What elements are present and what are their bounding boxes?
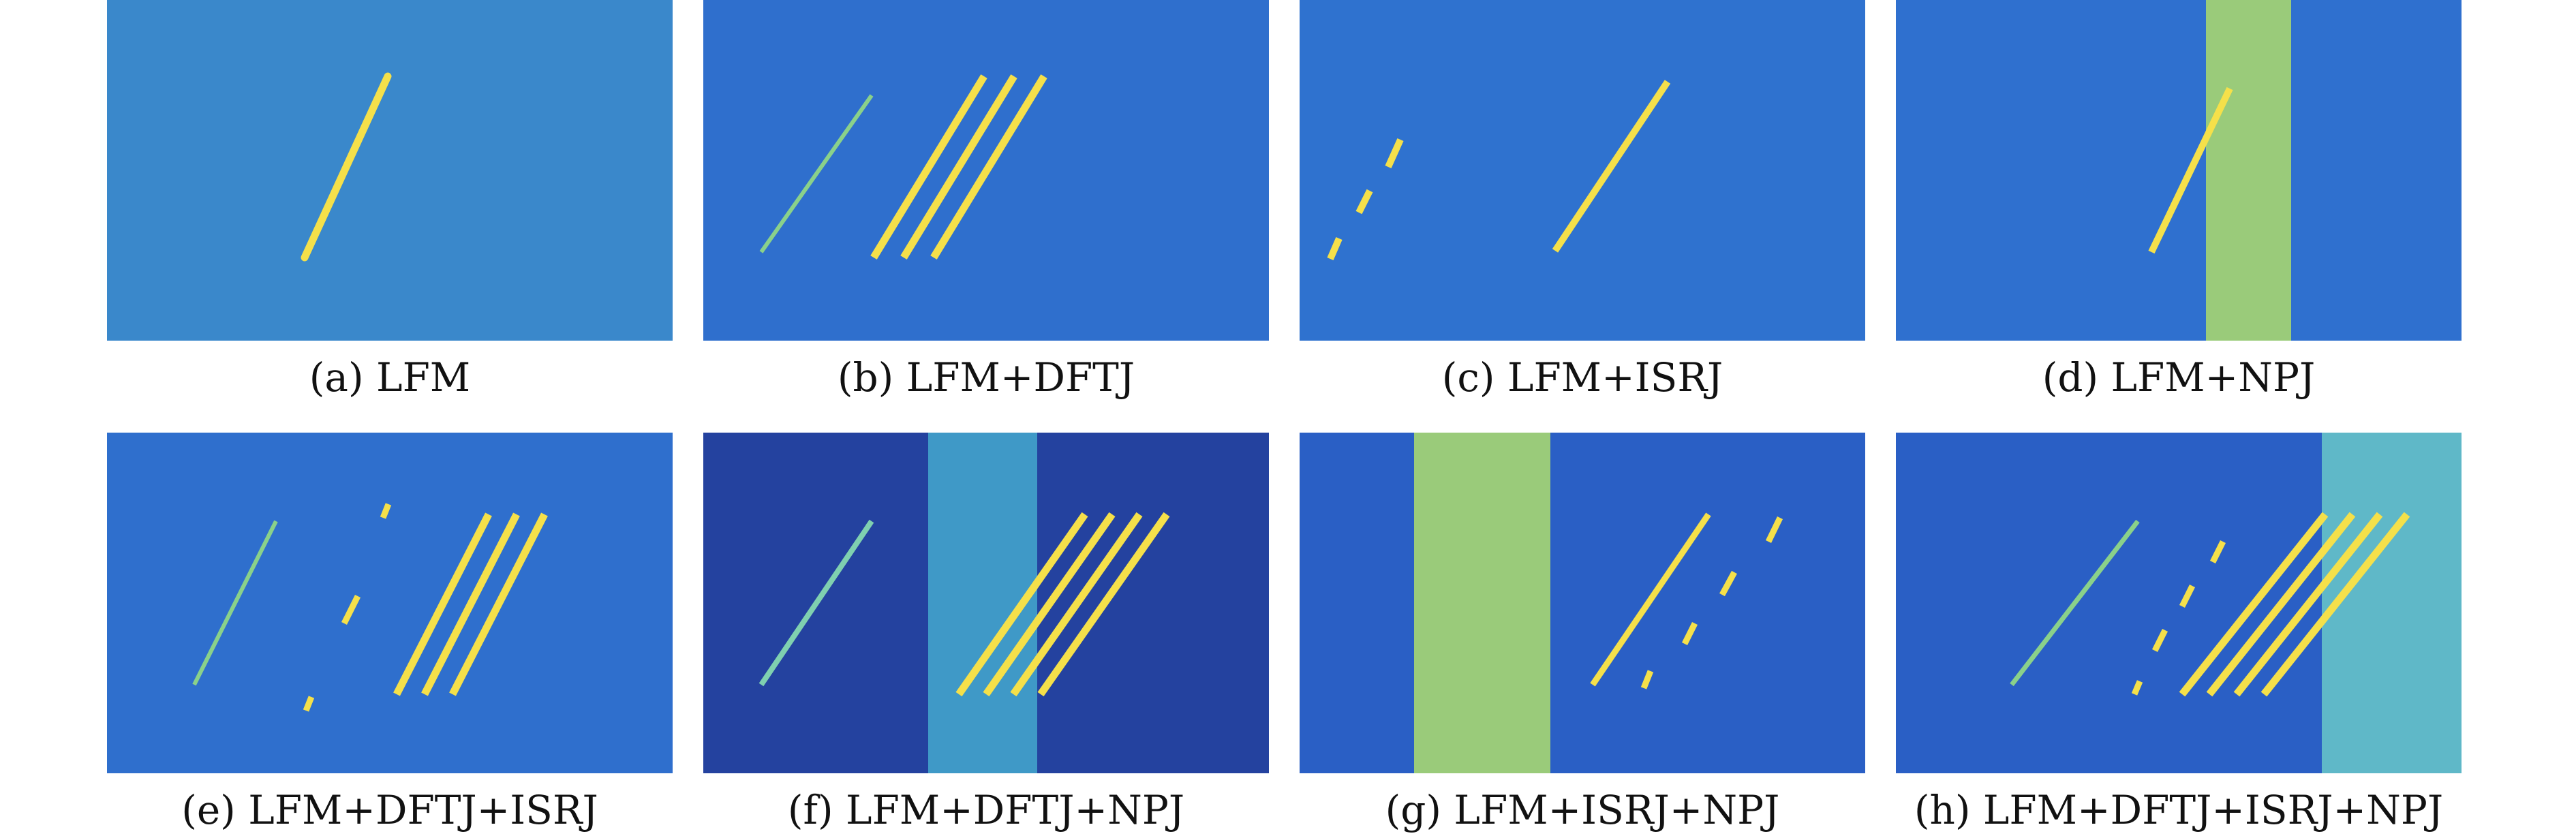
caption-e: (e) LFM+DFTJ+ISRJ	[181, 787, 598, 833]
spectrogram-lfm-isrj-npj	[1300, 433, 1865, 773]
caption-f: (f) LFM+DFTJ+NPJ	[787, 787, 1185, 833]
spectrogram-lfm-dftj-isrj-npj	[1896, 433, 2462, 773]
caption-g: (g) LFM+ISRJ+NPJ	[1385, 787, 1780, 833]
spectrogram-lfm	[107, 0, 673, 341]
spectrogram-lfm-npj	[1896, 0, 2462, 341]
caption-h: (h) LFM+DFTJ+ISRJ+NPJ	[1914, 787, 2444, 833]
caption-c: (c) LFM+ISRJ	[1441, 354, 1723, 401]
caption-d: (d) LFM+NPJ	[2042, 354, 2316, 401]
spectrogram-lfm-dftj-npj	[703, 433, 1269, 773]
spectrogram-lfm-isrj	[1300, 0, 1865, 341]
spectrogram-lfm-dftj-isrj	[107, 433, 673, 773]
caption-a: (a) LFM	[309, 354, 471, 401]
spectrogram-lfm-dftj	[703, 0, 1269, 341]
caption-b: (b) LFM+DFTJ	[837, 354, 1135, 401]
